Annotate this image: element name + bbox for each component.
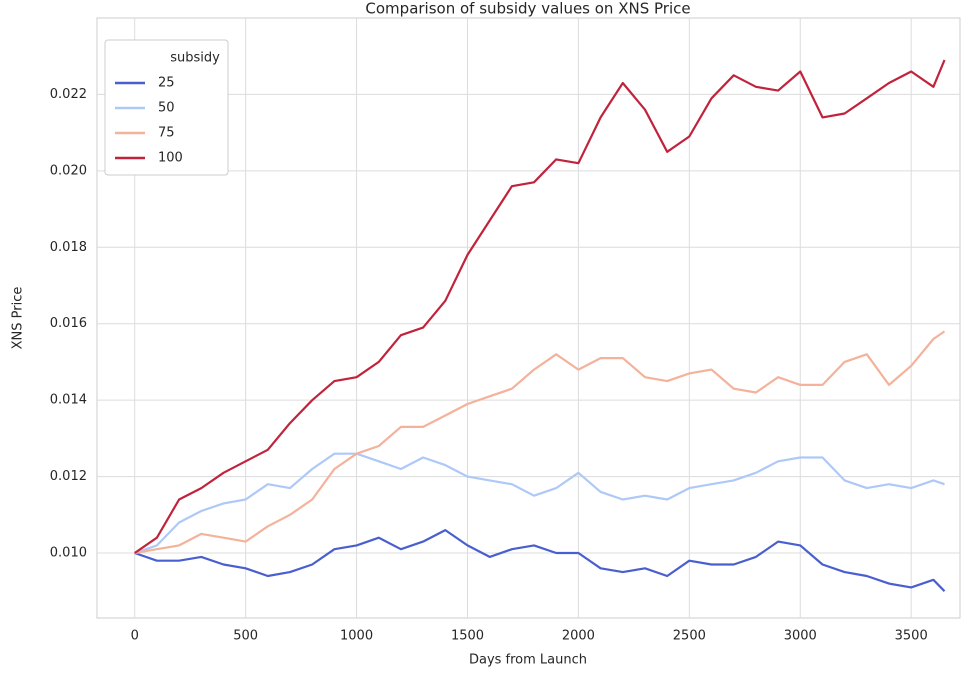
series-line bbox=[134, 452, 945, 555]
y-tick-label: 0.010 bbox=[50, 546, 87, 561]
x-tick-label: 1000 bbox=[340, 629, 373, 644]
y-tick-label: 0.012 bbox=[50, 469, 87, 484]
series-line bbox=[134, 59, 946, 554]
series-line bbox=[134, 330, 946, 555]
plot-area bbox=[96, 17, 961, 619]
y-tick-label: 0.014 bbox=[50, 393, 87, 408]
x-tick-label: 0 bbox=[131, 629, 139, 644]
y-tick-label: 0.018 bbox=[50, 240, 87, 255]
legend-title: subsidy bbox=[170, 51, 220, 66]
chart-title: Comparison of subsidy values on XNS Pric… bbox=[365, 0, 690, 18]
legend-label: 100 bbox=[158, 151, 183, 166]
legend-label: 75 bbox=[158, 126, 175, 141]
legend: subsidy 25 50 75 100 bbox=[104, 39, 229, 176]
x-tick-label: 2000 bbox=[562, 629, 595, 644]
x-tick-label: 3000 bbox=[784, 629, 817, 644]
series-line bbox=[134, 529, 946, 592]
y-tick-label: 0.022 bbox=[50, 87, 87, 102]
x-tick-label: 500 bbox=[233, 629, 258, 644]
y-tick-label: 0.016 bbox=[50, 316, 87, 331]
legend-label: 25 bbox=[158, 76, 175, 91]
x-tick-label: 1500 bbox=[451, 629, 484, 644]
y-tick-label: 0.020 bbox=[50, 163, 87, 178]
grid bbox=[97, 18, 960, 618]
lines bbox=[134, 59, 946, 592]
legend-box bbox=[104, 39, 229, 176]
x-axis-label: Days from Launch bbox=[469, 653, 587, 668]
x-tick-label: 2500 bbox=[673, 629, 706, 644]
y-axis-label: XNS Price bbox=[11, 287, 26, 350]
x-tick-label: 3500 bbox=[895, 629, 928, 644]
legend-label: 50 bbox=[158, 101, 175, 116]
